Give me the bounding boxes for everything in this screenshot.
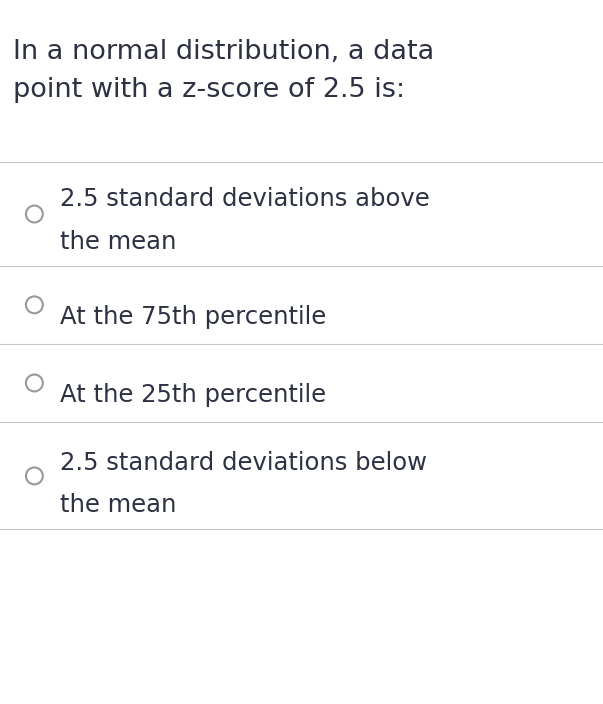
Text: point with a z-score of 2.5 is:: point with a z-score of 2.5 is: bbox=[13, 77, 405, 103]
Text: In a normal distribution, a data: In a normal distribution, a data bbox=[13, 39, 435, 65]
Text: At the 25th percentile: At the 25th percentile bbox=[60, 383, 326, 407]
Text: At the 75th percentile: At the 75th percentile bbox=[60, 305, 327, 329]
Text: 2.5 standard deviations below: 2.5 standard deviations below bbox=[60, 451, 428, 474]
Text: 2.5 standard deviations above: 2.5 standard deviations above bbox=[60, 187, 430, 210]
Text: the mean: the mean bbox=[60, 493, 177, 517]
Text: the mean: the mean bbox=[60, 230, 177, 253]
